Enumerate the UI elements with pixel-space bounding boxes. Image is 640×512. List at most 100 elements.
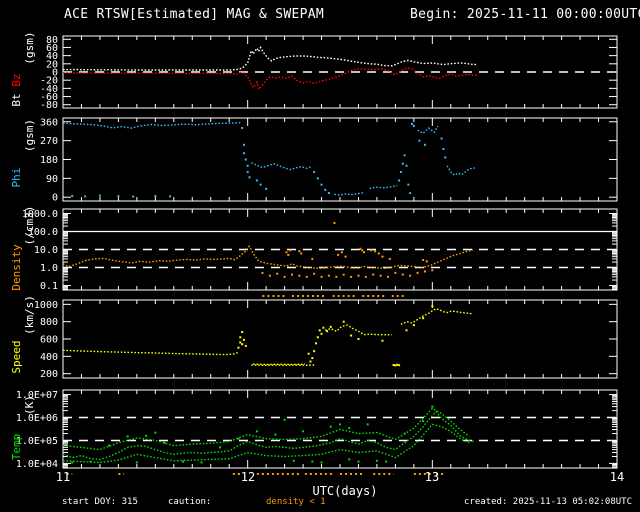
scatter-point <box>108 444 111 447</box>
scatter-point <box>398 364 401 367</box>
series-phi <box>251 161 313 171</box>
panel-speed: 1000 800 600 400 200 Speed(km/s) <box>10 295 618 380</box>
scatter-point <box>409 192 412 195</box>
y-tick-label: 40 <box>46 51 58 62</box>
series-phi <box>417 125 439 135</box>
scatter-point <box>422 317 425 320</box>
scatter-point <box>431 305 434 308</box>
scatter-point <box>444 156 447 159</box>
series-temp <box>62 423 470 464</box>
scatter-point <box>350 334 353 337</box>
scatter-point <box>422 420 425 423</box>
begin-timestamp: Begin: 2025-11-11 00:00:00UTC <box>410 7 640 22</box>
series-density <box>62 245 474 270</box>
y-axis-unit: (/cm3) <box>23 206 36 246</box>
scatter-point <box>71 461 74 464</box>
scatter-point <box>326 330 329 333</box>
scatter-point <box>89 460 92 463</box>
y-tick-label: 10.0 <box>34 245 58 256</box>
scatter-point <box>316 177 319 180</box>
scatter-point <box>241 343 244 346</box>
scatter-point <box>405 164 408 167</box>
y-tick-label: 600 <box>40 335 58 346</box>
scatter-point <box>305 275 308 278</box>
scatter-point <box>154 194 157 197</box>
scatter-point <box>200 461 203 464</box>
panel-density: 1000.0 100.0 10.0 1.0 0.1 Density(/cm3) <box>10 206 618 297</box>
scatter-point <box>300 252 303 255</box>
series-speed <box>400 307 474 325</box>
scatter-point <box>244 158 247 161</box>
y-tick-label: 1.0E+06 <box>16 413 58 424</box>
scatter-point <box>218 446 221 449</box>
y-tick-label: 0 <box>52 193 58 204</box>
scatter-point <box>268 274 271 277</box>
y-tick-label: 270 <box>40 136 58 147</box>
scatter-point <box>259 183 262 186</box>
scatter-point <box>320 275 323 278</box>
scatter-point <box>423 143 426 146</box>
scatter-point <box>246 164 249 167</box>
xtick-label-12: 12 <box>240 470 256 484</box>
scatter-point <box>239 336 242 339</box>
scatter-point <box>423 270 426 273</box>
scatter-point <box>241 331 244 334</box>
scatter-point <box>71 194 74 197</box>
scatter-point <box>311 257 314 260</box>
scatter-point <box>372 273 375 276</box>
caution-label: caution: <box>168 497 212 507</box>
series-phi <box>446 165 475 177</box>
scatter-point <box>411 122 414 125</box>
scatter-point <box>403 154 406 157</box>
scatter-point <box>329 325 332 328</box>
scatter-point <box>431 405 434 408</box>
y-tick-label: 20 <box>46 59 58 70</box>
panel-phi: 360 270 180 90 0 Phi (gsm) <box>10 117 618 204</box>
scatter-point <box>370 249 373 252</box>
y-axis-title: Temp <box>10 434 23 461</box>
scatter-point <box>375 459 378 462</box>
scatter-point <box>322 326 325 329</box>
scatter-point <box>440 137 443 140</box>
scatter-point <box>255 430 258 433</box>
scatter-point <box>388 257 391 260</box>
scatter-point <box>309 360 312 363</box>
series-temp <box>62 407 470 451</box>
series-temp <box>62 410 475 461</box>
scatter-point <box>381 255 384 258</box>
scatter-point <box>333 221 336 224</box>
scatter-point <box>416 271 419 274</box>
panel-frame <box>62 117 618 202</box>
scatter-point <box>425 260 428 263</box>
scatter-point <box>327 274 330 277</box>
scatter-point <box>357 274 360 277</box>
scatter-point <box>342 320 345 323</box>
scatter-point <box>418 139 421 142</box>
scatter-point <box>237 346 240 349</box>
scatter-point <box>340 251 343 254</box>
xtick-label-11: 11 <box>55 470 71 484</box>
scatter-point <box>381 339 384 342</box>
y-tick-label: 1.0 <box>40 263 58 274</box>
scatter-point <box>350 275 353 278</box>
scatter-point <box>431 269 434 272</box>
scatter-point <box>377 252 380 255</box>
scatter-point <box>399 171 402 174</box>
scatter-point <box>403 432 406 435</box>
scatter-point <box>392 364 395 366</box>
y-axis-title: Density <box>10 244 23 291</box>
scatter-point <box>283 418 286 421</box>
scatter-point <box>276 272 279 275</box>
scatter-point <box>242 338 245 341</box>
scatter-point <box>241 127 244 130</box>
scatter-point <box>154 431 157 434</box>
scatter-point <box>239 341 242 344</box>
scatter-point <box>348 426 351 429</box>
scatter-point <box>248 176 251 179</box>
scatter-point <box>339 423 341 426</box>
y-tick-label: 1.0E+07 <box>16 390 58 401</box>
scatter-point <box>283 275 286 278</box>
series-bz <box>62 67 477 91</box>
